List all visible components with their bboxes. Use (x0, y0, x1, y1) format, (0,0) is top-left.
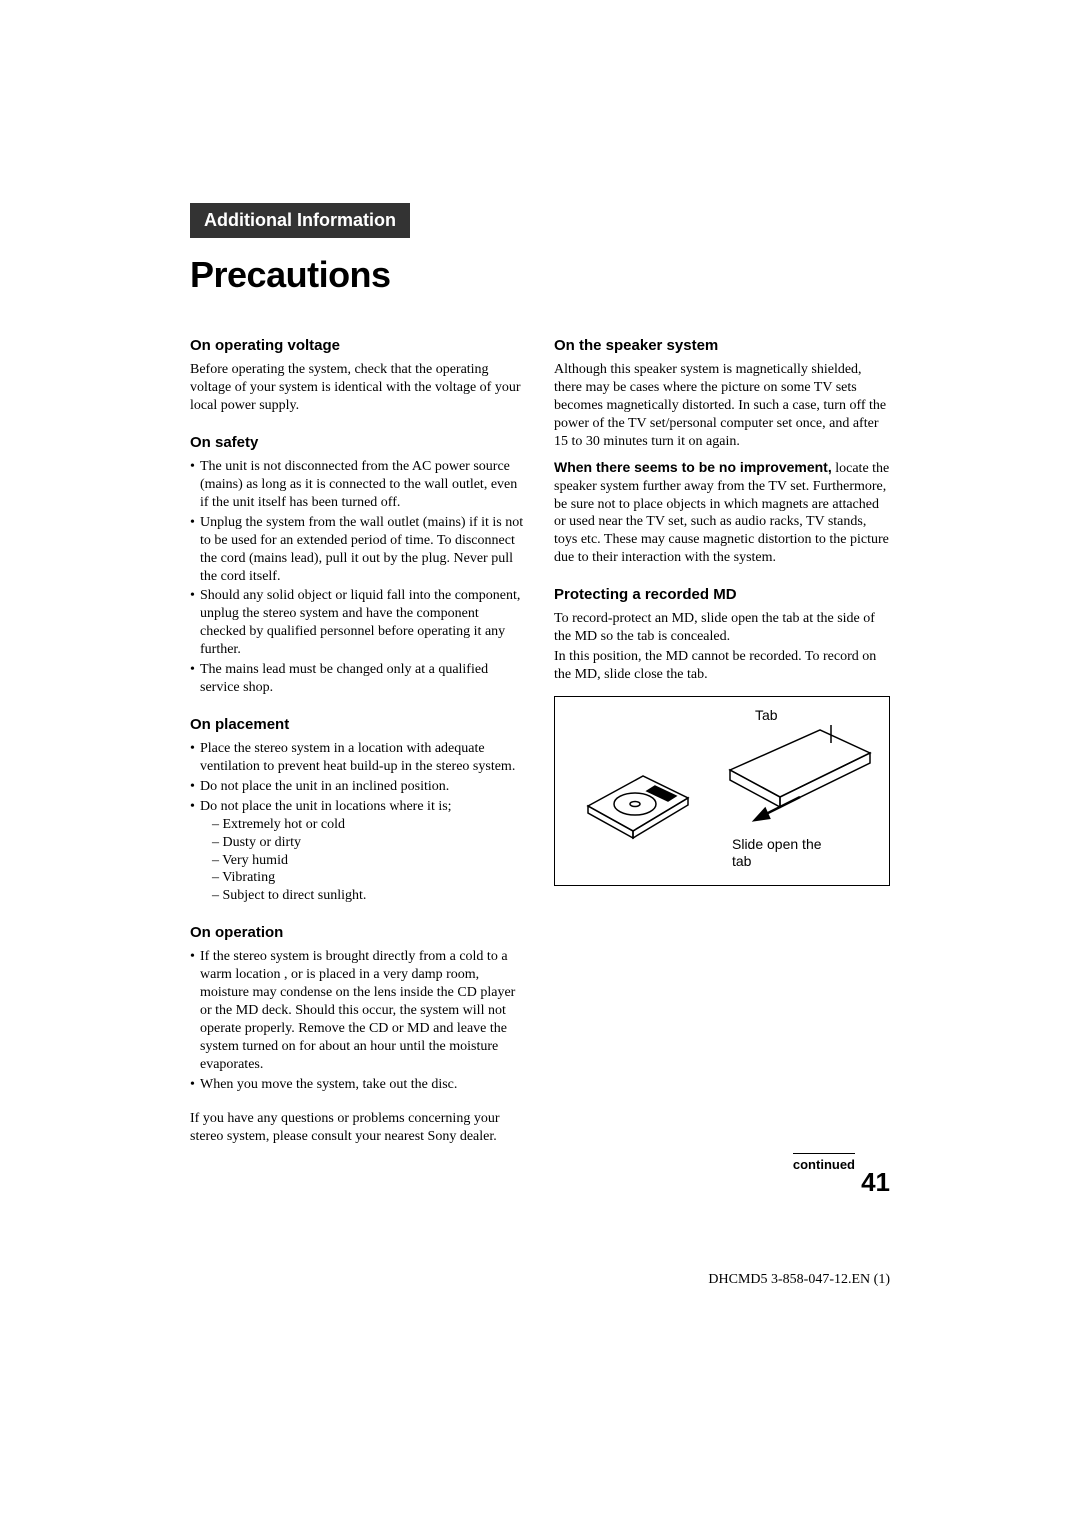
paragraph-speaker-1: Although this speaker system is magnetic… (554, 361, 890, 451)
heading-speaker: On the speaker system (554, 336, 890, 355)
list-item: Do not place the unit in locations where… (190, 798, 526, 905)
figure-label-slide-2: tab (732, 853, 751, 869)
heading-placement: On placement (190, 715, 526, 734)
two-column-layout: On operating voltage Before operating th… (190, 336, 890, 1153)
heading-safety: On safety (190, 433, 526, 452)
list-item: When you move the system, take out the d… (190, 1076, 526, 1094)
list-item: Extremely hot or cold (212, 816, 526, 834)
list-item: Vibrating (212, 869, 526, 887)
continued-label: continued (793, 1153, 855, 1172)
right-column: On the speaker system Although this spea… (554, 336, 890, 1153)
list-item: Unplug the system from the wall outlet (… (190, 514, 526, 586)
list-item: Dusty or dirty (212, 834, 526, 852)
figure-md-tab: Tab (554, 696, 890, 886)
left-column: On operating voltage Before operating th… (190, 336, 526, 1153)
list-placement-sub: Extremely hot or cold Dusty or dirty Ver… (200, 816, 526, 906)
md-tab-icon (725, 725, 875, 835)
section-header: Additional Information (190, 203, 410, 238)
page-number: 41 (861, 1167, 890, 1198)
list-item: If the stereo system is brought directly… (190, 948, 526, 1073)
paragraph-protect-1: To record-protect an MD, slide open the … (554, 610, 890, 646)
list-operation: If the stereo system is brought directly… (190, 948, 526, 1093)
list-item: Subject to direct sunlight. (212, 887, 526, 905)
list-item: Place the stereo system in a location wi… (190, 740, 526, 776)
list-item: Should any solid object or liquid fall i… (190, 587, 526, 659)
paragraph-speaker-2-rest: locate the speaker system further away f… (554, 461, 889, 566)
heading-operation: On operation (190, 923, 526, 942)
paragraph-voltage: Before operating the system, check that … (190, 361, 526, 415)
list-item: The mains lead must be changed only at a… (190, 661, 526, 697)
figure-label-slide: Slide open the tab (732, 836, 822, 871)
list-safety: The unit is not disconnected from the AC… (190, 458, 526, 697)
figure-label-slide-1: Slide open the (732, 836, 822, 852)
bold-lead: When there seems to be no improvement, (554, 459, 832, 475)
paragraph-protect-2: In this position, the MD cannot be recor… (554, 648, 890, 684)
list-item: The unit is not disconnected from the AC… (190, 458, 526, 512)
heading-voltage: On operating voltage (190, 336, 526, 355)
list-item: Very humid (212, 852, 526, 870)
md-disc-icon (573, 751, 703, 841)
page-title: Precautions (190, 254, 890, 296)
paragraph-dealer: If you have any questions or problems co… (190, 1110, 526, 1146)
list-item-text: Do not place the unit in locations where… (200, 799, 452, 814)
footer-code: DHCMD5 3-858-047-12.EN (1) (708, 1272, 890, 1288)
figure-label-tab: Tab (755, 707, 778, 725)
list-placement: Place the stereo system in a location wi… (190, 740, 526, 905)
paragraph-speaker-2: When there seems to be no improvement, l… (554, 459, 890, 567)
heading-protect: Protecting a recorded MD (554, 585, 890, 604)
list-item: Do not place the unit in an inclined pos… (190, 778, 526, 796)
